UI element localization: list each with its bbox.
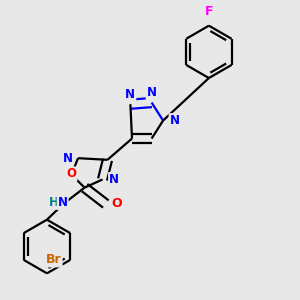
Text: N: N [147,86,157,99]
Text: O: O [67,167,76,180]
Text: Br: Br [46,254,62,266]
Text: N: N [169,114,179,127]
Text: N: N [109,173,119,186]
Text: N: N [63,152,73,165]
Text: N: N [58,196,68,209]
Text: H: H [49,196,59,209]
Text: F: F [205,5,213,18]
Text: O: O [111,197,122,211]
Text: N: N [125,88,135,101]
